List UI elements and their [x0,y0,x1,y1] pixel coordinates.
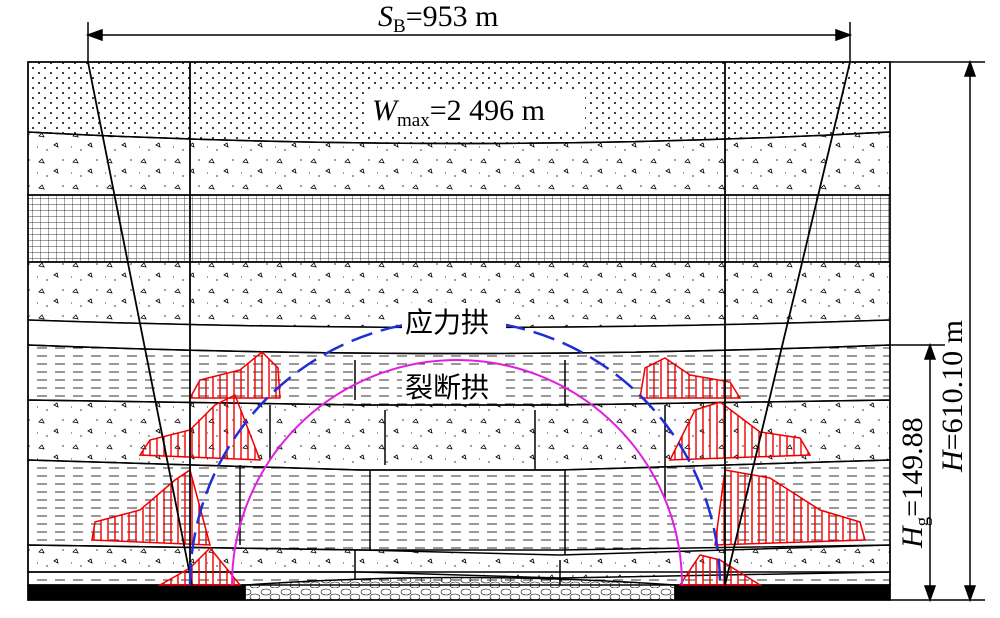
value: =610.10 m [936,320,969,450]
subscript: max [397,110,430,131]
labels: SB=953 m Wmax=2 496 m 应力拱 裂断拱 H=610.10 m… [365,0,969,549]
rect-shape [27,194,891,263]
fracture-arch-label: 裂断拱 [405,371,489,404]
rect-shape [27,584,246,601]
dimension-lines [85,22,985,603]
subscript: B [393,16,406,37]
label-bg [365,90,585,130]
value: =149.88 [896,417,929,516]
boundary-lines [87,61,851,586]
path-shape [138,393,262,461]
path-shape [188,350,281,399]
max-width-label: Wmax=2 496 m [372,94,545,131]
stress-arch-label: 应力拱 [405,306,489,339]
label-bg [402,303,506,337]
rect-shape [27,61,891,601]
symbol: S [378,0,393,33]
path-shape [239,360,666,585]
path-shape [639,357,742,399]
line-shape [724,61,851,586]
value: =2 496 m [430,94,545,127]
line-shape [87,61,193,586]
fracture-height-label: Hg=149.88 [896,417,933,549]
total-height-label: H=610.10 m [936,320,969,473]
rect-shape [674,584,891,601]
symbol: H [936,448,969,473]
label-bg [402,368,506,402]
path-shape [714,469,866,546]
path-shape [923,342,937,603]
path-shape [244,576,676,601]
path-shape [963,59,977,603]
span-label: SB=953 m [378,0,498,37]
path-shape [157,546,242,586]
path-shape [668,401,812,461]
symbol: W [372,94,400,127]
subscript: g [912,516,933,526]
symbol: H [896,524,929,549]
path-shape [231,359,683,586]
value: =953 m [406,0,499,33]
path-shape [85,28,853,42]
path-shape [27,131,891,196]
abutment-pressure [91,350,866,586]
